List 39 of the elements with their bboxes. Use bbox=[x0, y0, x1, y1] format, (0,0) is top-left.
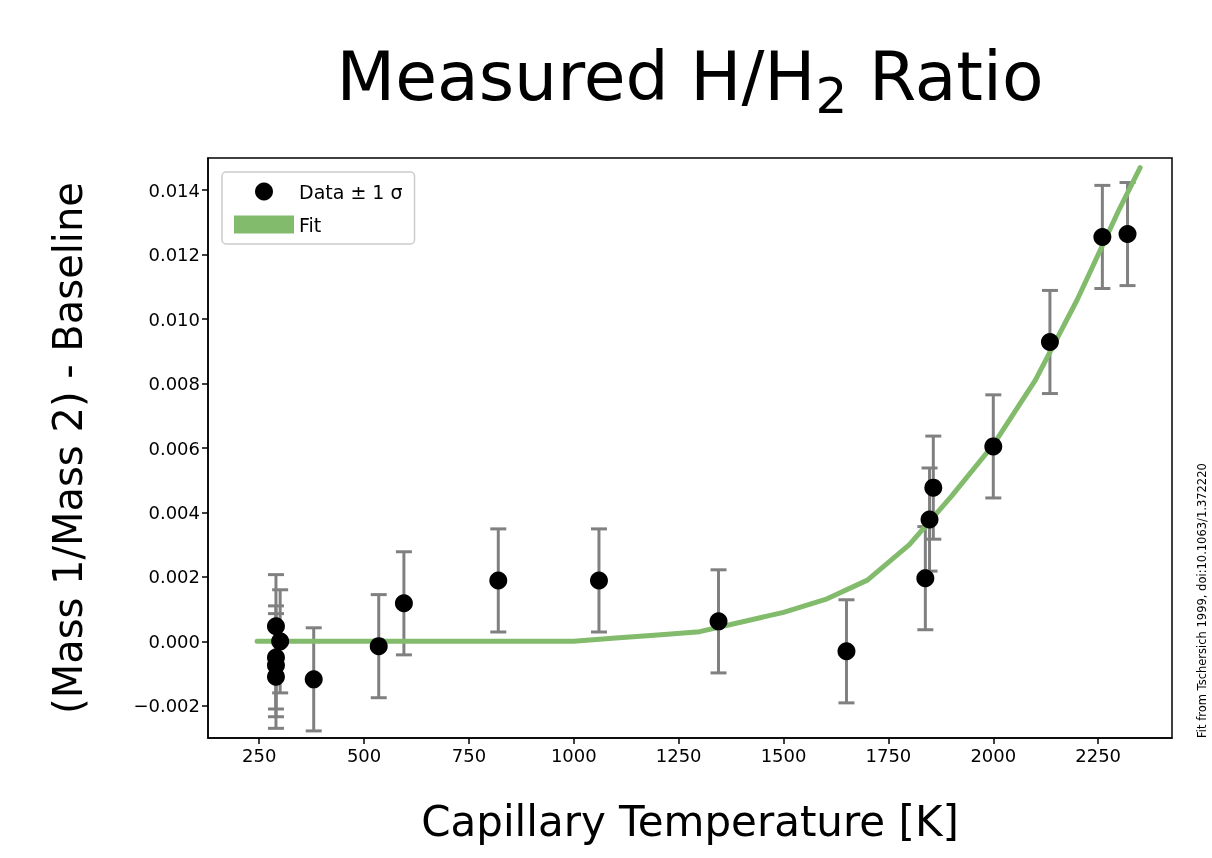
y-tick-label: 0.010 bbox=[148, 308, 200, 330]
y-tick-label: 0.004 bbox=[148, 501, 200, 523]
x-tick-label: 500 bbox=[346, 744, 382, 766]
x-tick-label: 1500 bbox=[760, 744, 807, 766]
point bbox=[709, 612, 728, 631]
point bbox=[589, 571, 608, 590]
x-tick-label: 2000 bbox=[970, 744, 1017, 766]
x-tick-label: 2250 bbox=[1075, 744, 1122, 766]
point bbox=[266, 617, 285, 636]
y-tick-label: 0.002 bbox=[148, 566, 200, 588]
y-tick-label: 0.014 bbox=[148, 179, 200, 201]
x-tick-label: 1750 bbox=[865, 744, 912, 766]
point bbox=[489, 571, 508, 590]
point bbox=[271, 632, 290, 651]
y-tick-label: −0.002 bbox=[133, 695, 200, 717]
y-axis-title: (Mass 1/Mass 2) - Baseline bbox=[45, 182, 91, 714]
y-tick-label: 0.012 bbox=[148, 244, 200, 266]
y-tick-label: 0.000 bbox=[148, 630, 200, 652]
point bbox=[924, 478, 943, 497]
x-tick-label: 1250 bbox=[655, 744, 702, 766]
point bbox=[984, 437, 1003, 456]
x-axis-title: Capillary Temperature [K] bbox=[421, 796, 959, 846]
point bbox=[304, 670, 323, 689]
x-tick-label: 250 bbox=[242, 744, 277, 766]
point bbox=[369, 637, 388, 656]
legend-label: Data ± 1 σ bbox=[299, 180, 403, 203]
x-tick-label: 750 bbox=[451, 744, 487, 766]
point bbox=[837, 642, 856, 661]
text: Fit from Tschersich 1999, doi:10.1063/1.372220 bbox=[1195, 463, 1209, 738]
point bbox=[916, 569, 935, 588]
y-tick-label: 0.006 bbox=[148, 437, 200, 459]
x-tick-label: 1000 bbox=[550, 744, 597, 766]
legend-label: Fit bbox=[299, 213, 322, 236]
point bbox=[1040, 332, 1059, 351]
point bbox=[1118, 225, 1137, 244]
point bbox=[920, 510, 939, 529]
y-tick-label: 0.008 bbox=[148, 373, 200, 395]
point bbox=[394, 594, 413, 613]
point bbox=[1093, 227, 1112, 246]
